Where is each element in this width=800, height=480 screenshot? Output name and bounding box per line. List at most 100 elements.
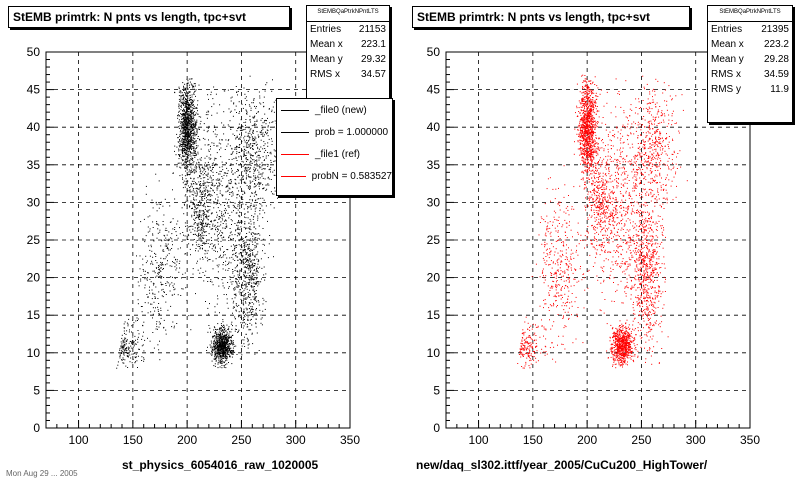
data-point xyxy=(234,245,236,247)
data-point xyxy=(185,253,187,255)
data-point xyxy=(172,276,173,278)
data-point xyxy=(594,128,596,130)
data-point xyxy=(230,180,232,182)
data-point xyxy=(231,298,233,300)
data-point xyxy=(256,119,258,121)
data-point xyxy=(178,271,180,273)
data-point xyxy=(125,337,127,339)
data-point xyxy=(248,264,250,266)
data-point xyxy=(225,347,227,349)
data-point xyxy=(244,154,245,156)
data-point xyxy=(184,137,186,139)
data-point xyxy=(193,209,195,211)
data-point xyxy=(248,254,250,255)
data-point xyxy=(255,177,257,179)
data-point xyxy=(230,97,232,99)
data-point xyxy=(223,346,225,348)
data-point xyxy=(196,128,198,130)
data-point xyxy=(189,135,191,137)
data-point xyxy=(220,349,221,351)
data-point xyxy=(261,173,263,175)
data-point xyxy=(257,217,259,219)
data-point xyxy=(191,120,193,122)
data-point xyxy=(275,156,277,158)
data-point xyxy=(153,301,155,303)
data-point xyxy=(223,345,225,347)
data-point xyxy=(216,352,218,354)
data-point xyxy=(244,294,246,296)
data-point xyxy=(215,341,216,343)
data-point xyxy=(247,260,249,262)
data-point xyxy=(236,224,238,226)
data-point xyxy=(239,221,241,223)
data-point xyxy=(267,155,269,157)
data-point xyxy=(182,273,184,275)
data-point xyxy=(249,250,251,252)
data-point xyxy=(189,91,191,93)
data-point xyxy=(197,188,199,190)
data-point xyxy=(244,247,245,249)
data-point xyxy=(219,173,221,175)
data-point xyxy=(217,356,219,358)
data-point xyxy=(186,165,187,167)
data-point xyxy=(543,277,545,279)
data-point xyxy=(184,138,186,140)
data-point xyxy=(265,157,267,159)
data-point xyxy=(218,285,220,287)
data-point xyxy=(189,205,191,207)
data-point xyxy=(157,273,159,275)
data-point xyxy=(196,211,198,213)
data-point xyxy=(172,173,174,174)
data-point xyxy=(239,269,241,271)
data-point xyxy=(245,254,247,256)
data-point xyxy=(144,241,146,243)
data-point xyxy=(206,225,207,227)
data-point xyxy=(191,216,193,218)
data-point xyxy=(266,133,267,135)
data-point xyxy=(192,143,194,145)
data-point xyxy=(226,202,228,204)
data-point xyxy=(186,85,188,87)
data-point xyxy=(159,264,161,266)
data-point xyxy=(176,323,178,324)
data-point xyxy=(243,284,245,286)
data-point xyxy=(183,112,185,114)
data-point xyxy=(191,139,193,141)
data-point xyxy=(203,204,205,206)
data-point xyxy=(196,121,198,123)
data-point xyxy=(203,187,205,189)
data-point xyxy=(186,101,188,103)
data-point xyxy=(217,352,219,354)
data-point xyxy=(160,245,162,247)
data-point xyxy=(245,124,246,126)
data-point xyxy=(125,349,127,351)
data-point xyxy=(264,143,266,145)
data-point xyxy=(204,182,206,184)
data-point xyxy=(252,205,254,207)
data-point xyxy=(196,194,198,196)
data-point xyxy=(243,181,245,183)
data-point xyxy=(158,269,160,271)
data-point xyxy=(241,246,243,248)
data-point xyxy=(200,173,202,174)
data-point xyxy=(260,203,262,205)
data-point xyxy=(188,171,190,173)
data-point xyxy=(189,149,190,151)
data-point xyxy=(201,198,203,200)
data-point xyxy=(190,117,192,119)
data-point xyxy=(233,103,235,105)
data-point xyxy=(201,234,203,236)
data-point xyxy=(585,149,587,151)
data-point xyxy=(226,359,228,361)
data-point xyxy=(649,138,651,140)
data-point xyxy=(183,138,184,140)
data-point xyxy=(190,97,191,99)
data-point xyxy=(270,159,272,161)
data-point xyxy=(217,145,219,147)
data-point xyxy=(224,343,226,345)
data-point xyxy=(253,248,255,250)
data-point xyxy=(177,248,179,250)
data-point xyxy=(214,363,216,365)
data-point xyxy=(249,138,251,140)
data-point xyxy=(186,107,188,109)
